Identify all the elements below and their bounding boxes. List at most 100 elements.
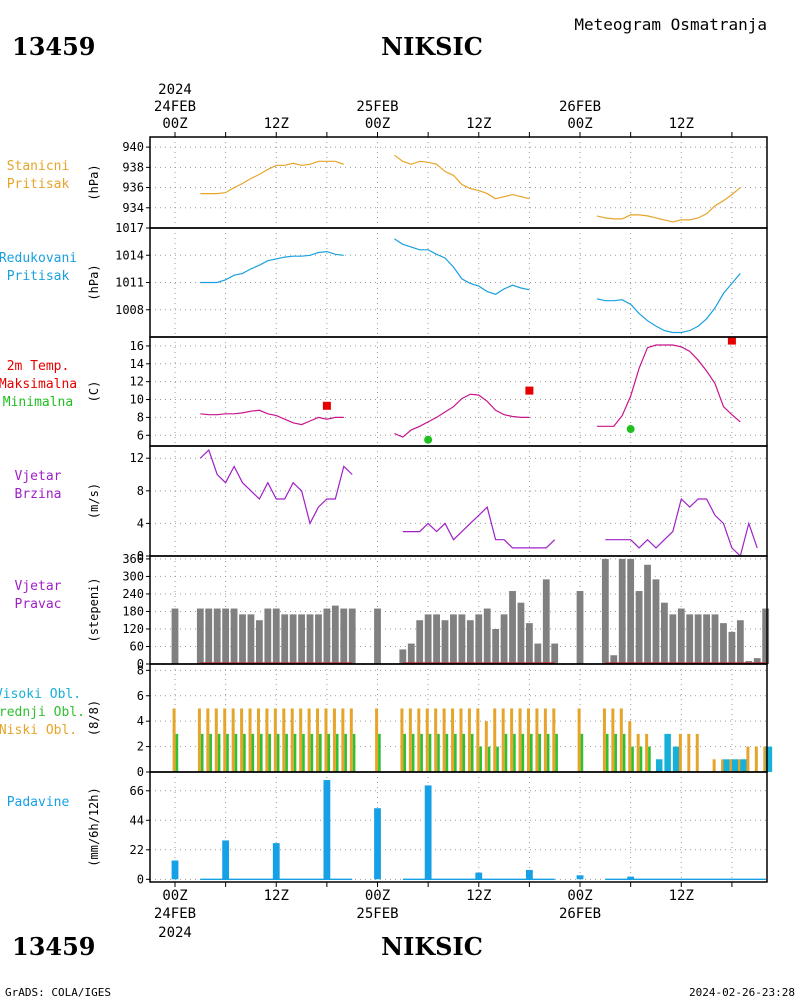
top-day-label: 24FEB (154, 99, 196, 115)
cloud-bar-niski (282, 708, 286, 772)
y-tick-label: 4 (137, 714, 144, 728)
cloud-bar-niski (172, 708, 176, 772)
cloud-bar-niski (619, 708, 623, 772)
cloud-bar-niski (299, 708, 303, 772)
cloud-bar-niski (552, 708, 556, 772)
cloud-bar-niski (602, 708, 606, 772)
direction-bar (247, 614, 255, 664)
direction-bar (272, 608, 280, 664)
bottom-day-label: 25FEB (356, 906, 398, 922)
panel-unit-label: (mm/6h/12h) (87, 787, 101, 866)
station-id-top: 13459 (12, 32, 96, 61)
cloud-bar-visoki (731, 759, 739, 772)
y-tick-label: 14 (130, 357, 144, 371)
panel-unit-label: (hPa) (87, 264, 101, 300)
panel-label-line: Brzina (15, 487, 62, 502)
y-tick-label: 6 (137, 689, 144, 703)
cloud-bar-niski (484, 721, 488, 772)
panel-frame (149, 771, 768, 883)
timestamp-label: 2024-02-26-23:28 (689, 986, 795, 999)
cloud-bar-niski (425, 708, 429, 772)
cloud-bar-srednji (538, 733, 542, 772)
y-tick-label: 66 (130, 784, 144, 798)
y-tick-label: 0 (137, 872, 144, 886)
cloud-bar-niski (248, 708, 252, 772)
direction-bar (736, 620, 744, 664)
cloud-bar-visoki (740, 759, 747, 772)
cloud-bar-srednji (513, 733, 516, 772)
y-tick-label: 0 (137, 765, 144, 779)
top-hour-label: 00Z (162, 116, 187, 132)
cloud-bar-niski (645, 733, 649, 772)
cloud-bar-niski (763, 746, 767, 772)
direction-bar (416, 620, 424, 664)
panel-temperature: 16 14 12 10 8 6 2m Temp. Maksimalna Minimalna (C) (0, 336, 768, 447)
precip-bar (627, 876, 635, 880)
bottom-hour-label: 12Z (264, 888, 289, 904)
series-line-segment (596, 344, 741, 427)
y-tick-label: 44 (130, 813, 144, 827)
direction-bar (424, 614, 432, 664)
direction-bar (762, 608, 770, 664)
direction-bar (331, 605, 339, 664)
cloud-bar-srednji (302, 733, 305, 772)
cloud-bar-srednji (209, 733, 212, 772)
panel-frame (149, 336, 768, 447)
tmin-marker (424, 435, 433, 444)
cloud-bar-niski (442, 708, 446, 772)
y-tick-label: 8 (137, 663, 144, 677)
panel-label-line: Redukovani (0, 251, 77, 266)
direction-bar (686, 614, 694, 664)
precip-bar (424, 785, 432, 880)
cloud-bar-srednji (614, 733, 617, 772)
cloud-bar-srednji (445, 733, 449, 772)
cloud-bar-niski (375, 708, 379, 772)
cloud-bar-niski (510, 708, 514, 772)
cloud-bar-srednji (344, 733, 347, 772)
bottom-day-label: 26FEB (559, 906, 601, 922)
cloud-bar-niski (501, 708, 505, 772)
panel-label-line: Stanicni (7, 159, 70, 174)
precip-bar (171, 860, 179, 880)
cloud-bar-srednji (605, 733, 609, 772)
cloud-bar-niski (240, 708, 244, 772)
panel-label-line: Niski Obl. (0, 723, 77, 738)
direction-bar (298, 614, 305, 664)
cloud-bar-niski (265, 708, 269, 772)
direction-bar (517, 602, 525, 664)
cloud-bar-niski (400, 708, 404, 772)
cloud-bar-srednji (411, 733, 415, 772)
cloud-bar-niski (535, 708, 539, 772)
cloud-bar-niski (223, 708, 227, 772)
direction-bar (255, 620, 263, 664)
panel-unit-label: (8/8) (87, 700, 101, 736)
precip-bar (374, 808, 381, 880)
time-axis: 00Z 00Z 12Z 12Z 00Z 00Z 12Z 12Z 00Z 00Z 12Z 12Z 24FE… (154, 82, 733, 941)
cloud-bar-niski (324, 708, 328, 772)
station-id-bottom: 13459 (12, 932, 96, 961)
direction-bar (466, 620, 474, 664)
cloud-bar-niski (408, 708, 412, 772)
cloud-bar-niski (695, 733, 699, 772)
panel-cloud: 8 6 4 2 0 Visoki Obl. Srednji Obl. Niski Obl. (8… (0, 663, 773, 779)
top-year-label: 2024 (158, 82, 192, 98)
precip-bar (576, 875, 584, 880)
cloud-bar-niski (307, 708, 311, 772)
direction-bar (239, 614, 246, 664)
panel-unit-label: (C) (87, 381, 101, 403)
direction-bar (669, 614, 677, 664)
cloud-bar-niski (417, 708, 421, 772)
direction-bar (551, 643, 559, 664)
direction-bar (677, 608, 685, 664)
direction-bar (441, 620, 449, 664)
direction-bar (661, 602, 668, 664)
top-hour-label: 12Z (264, 116, 289, 132)
direction-bar (601, 558, 609, 664)
panel-wind_direction: 360 300 240 180 120 60 0 Vjetar Pravac (stepeni) (15, 552, 770, 671)
cloud-bar-srednji (234, 733, 238, 772)
panel-reduced_pressure: 1017 1014 1011 1008 Redukovani Pritisak (hPa) (0, 221, 768, 338)
direction-bar (399, 649, 407, 664)
series-line-segment (596, 187, 741, 223)
